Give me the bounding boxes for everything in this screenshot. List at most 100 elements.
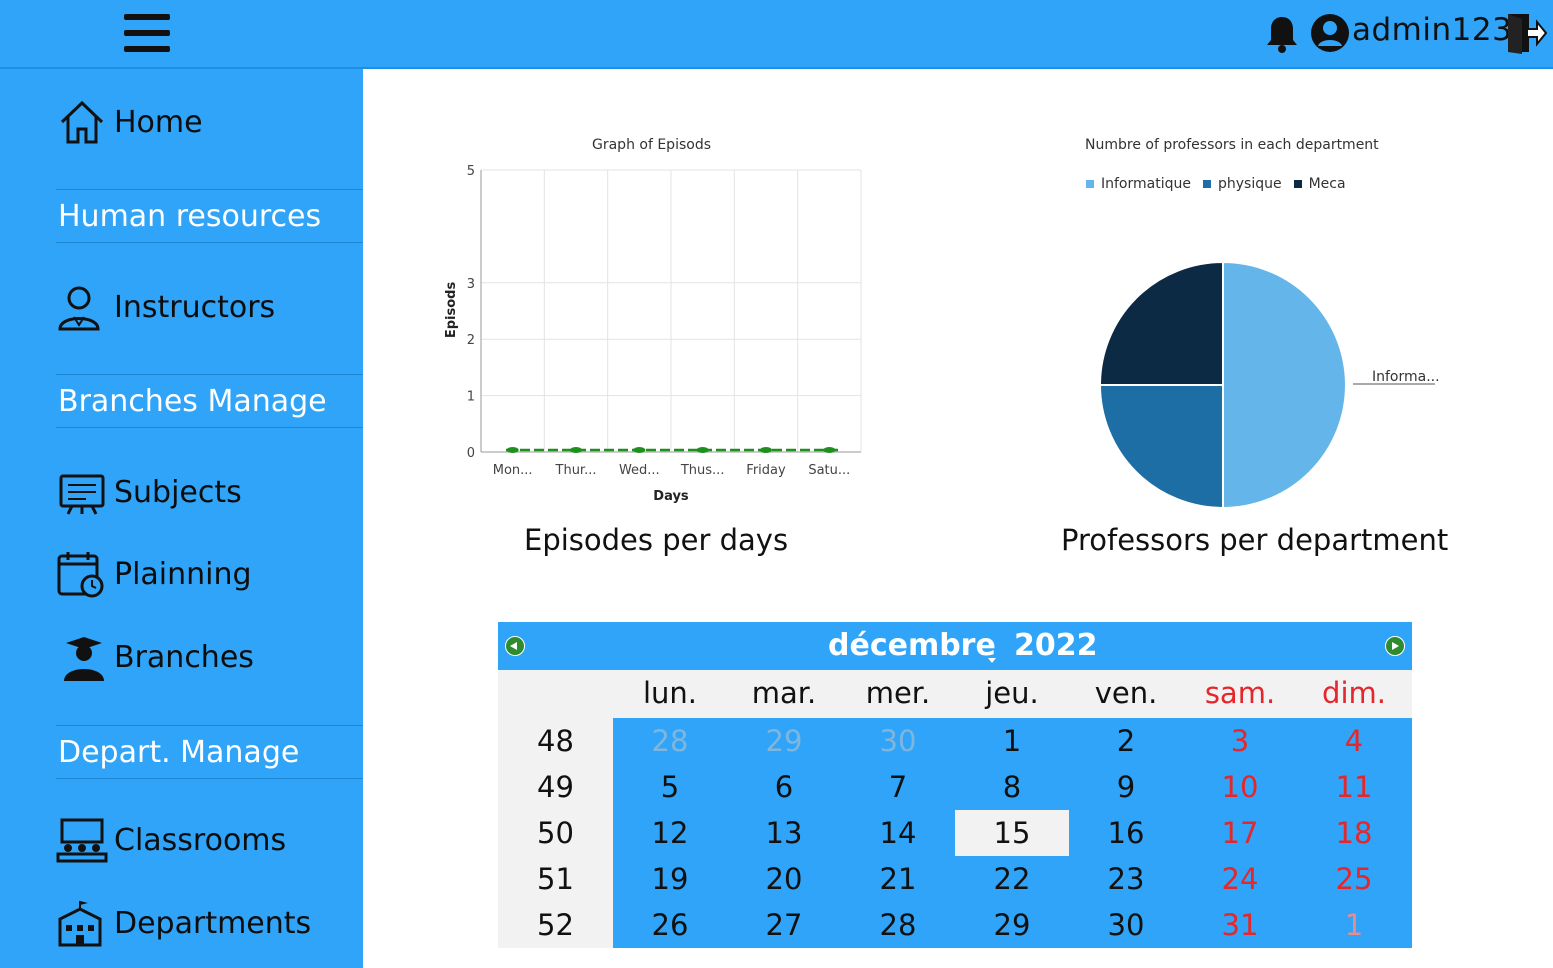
logout-icon[interactable] [1505, 12, 1547, 54]
sidebar-section-branches-manage: Branches Manage [56, 374, 363, 428]
x-tick-label: Friday [746, 463, 786, 478]
calendar-day[interactable]: 22 [993, 862, 1031, 896]
sidebar-item-label: Plainning [114, 556, 252, 592]
month-dropdown-caret-icon[interactable] [988, 658, 996, 663]
calendar-day[interactable]: 2 [1116, 724, 1136, 758]
week-number: 51 [537, 862, 574, 896]
data-point[interactable] [633, 447, 646, 453]
sidebar-item-label: Branches [114, 639, 254, 675]
calendar-day[interactable]: 29 [993, 908, 1031, 942]
calendar-day[interactable]: 21 [879, 862, 917, 896]
bell-icon[interactable] [1264, 14, 1300, 54]
sidebar-item-departments[interactable]: Departments [56, 898, 311, 948]
legend-item[interactable]: Informatique [1086, 176, 1191, 192]
calendar-day[interactable]: 28 [651, 724, 689, 758]
calendar-day[interactable]: 19 [651, 862, 689, 896]
sidebar-item-branches[interactable]: Branches [56, 632, 254, 682]
pie-slice-physique[interactable] [1098, 384, 1224, 510]
data-point[interactable] [823, 447, 836, 453]
calendar-day-today[interactable]: 15 [955, 810, 1069, 856]
calendar-day[interactable]: 29 [765, 724, 803, 758]
sidebar-item-plainning[interactable]: Plainning [56, 549, 252, 599]
sidebar-section-human-resources: Human resources [56, 189, 363, 243]
graduate-icon [64, 637, 104, 681]
home-icon [60, 100, 104, 144]
sidebar-item-label: Home [114, 104, 203, 140]
calendar-day[interactable]: 31 [1221, 908, 1259, 942]
calendar-day[interactable]: 24 [1221, 862, 1259, 896]
y-tick-label: 3 [467, 277, 475, 292]
calendar-day[interactable]: 6 [774, 770, 794, 804]
hamburger-menu-icon[interactable] [124, 14, 170, 52]
sidebar: Home Human resources Instructors Branche… [0, 69, 363, 968]
calendar-day[interactable]: 7 [888, 770, 908, 804]
calendar-day[interactable]: 27 [765, 908, 803, 942]
sidebar-section-label: Branches Manage [58, 384, 327, 419]
week-number: 50 [537, 816, 574, 850]
calendar-day[interactable]: 26 [651, 908, 689, 942]
calendar-day[interactable]: 20 [765, 862, 803, 896]
week-number-column: 48 49 50 51 52 [498, 718, 613, 948]
username-label[interactable]: admin123 [1352, 12, 1513, 48]
sidebar-section-label: Human resources [58, 199, 322, 234]
episodes-chart-title: Graph of Episods [592, 137, 711, 153]
professors-chart-caption: Professors per department [1061, 523, 1449, 557]
sidebar-item-instructors[interactable]: Instructors [56, 282, 275, 332]
x-tick-label: Mon... [493, 463, 533, 478]
calendar-day[interactable]: 17 [1221, 816, 1259, 850]
calendar-day[interactable]: 1 [1344, 908, 1364, 942]
calendar-month-label[interactable]: décembre [828, 628, 996, 663]
professors-pie-chart: Informa... [1098, 260, 1440, 510]
calendar-day[interactable]: 30 [879, 724, 917, 758]
sidebar-section-label: Depart. Manage [58, 735, 300, 770]
calendar-year-label[interactable]: 2022 [1014, 628, 1098, 663]
user-avatar-icon[interactable] [1310, 13, 1350, 53]
data-point[interactable] [570, 447, 582, 453]
data-point[interactable] [506, 447, 519, 453]
calendar-day-grid: 28 29 30 1 2 3 4 5 6 7 8 9 10 11 12 13 14 15 16 17 18 19 20 21 2… [613, 718, 1412, 948]
instructor-icon [58, 286, 100, 331]
calendar-day[interactable]: 9 [1116, 770, 1136, 804]
weekday-header: mer. [865, 676, 931, 710]
sidebar-item-home[interactable]: Home [56, 97, 203, 147]
calendar-day[interactable]: 16 [1107, 816, 1145, 850]
calendar-day[interactable]: 30 [1107, 908, 1145, 942]
legend-item[interactable]: Meca [1293, 176, 1346, 192]
weekday-header: ven. [1094, 676, 1158, 710]
calendar-day[interactable]: 12 [651, 816, 689, 850]
calendar-day[interactable]: 28 [879, 908, 917, 942]
y-tick-label: 1 [467, 390, 475, 405]
calendar-day[interactable]: 5 [660, 770, 680, 804]
week-number: 52 [537, 908, 574, 942]
professors-chart-title: Numbre of professors in each department [1085, 137, 1379, 153]
sidebar-item-subjects[interactable]: Subjects [56, 467, 242, 517]
calendar-day[interactable]: 25 [1335, 862, 1373, 896]
legend-swatch [1293, 180, 1302, 188]
y-tick-label: 0 [467, 446, 475, 461]
legend-label: Informatique [1101, 176, 1191, 192]
pie-slice-meca[interactable] [1098, 260, 1224, 386]
data-point[interactable] [760, 447, 772, 453]
calendar-day[interactable]: 4 [1344, 724, 1364, 758]
sidebar-item-label: Subjects [114, 474, 242, 510]
sidebar-item-classrooms[interactable]: Classrooms [56, 815, 286, 865]
x-axis-label: Days [653, 489, 689, 504]
calendar-day[interactable]: 10 [1221, 770, 1259, 804]
calendar-day[interactable]: 13 [765, 816, 803, 850]
weekday-header-row: lun. mar. mer. jeu. ven. sam. dim. [498, 670, 1412, 718]
previous-month-arrow-icon[interactable] [505, 636, 525, 656]
legend-label: Meca [1308, 176, 1346, 192]
calendar-day[interactable]: 18 [1335, 816, 1373, 850]
calendar-day[interactable]: 1 [1002, 724, 1022, 758]
legend-item[interactable]: physique [1202, 176, 1282, 192]
calendar-day[interactable]: 23 [1107, 862, 1145, 896]
calendar-day[interactable]: 14 [879, 816, 917, 850]
calendar-day[interactable]: 11 [1335, 770, 1373, 804]
pie-slice-informatique[interactable] [1222, 260, 1347, 510]
weekday-header: mar. [751, 676, 817, 710]
calendar-day[interactable]: 3 [1230, 724, 1250, 758]
month-calendar: décembre 2022 lun. mar. mer. jeu. ven. sam. di… [498, 622, 1412, 948]
next-month-arrow-icon[interactable] [1385, 636, 1405, 656]
calendar-day[interactable]: 8 [1002, 770, 1022, 804]
data-point[interactable] [696, 447, 709, 453]
